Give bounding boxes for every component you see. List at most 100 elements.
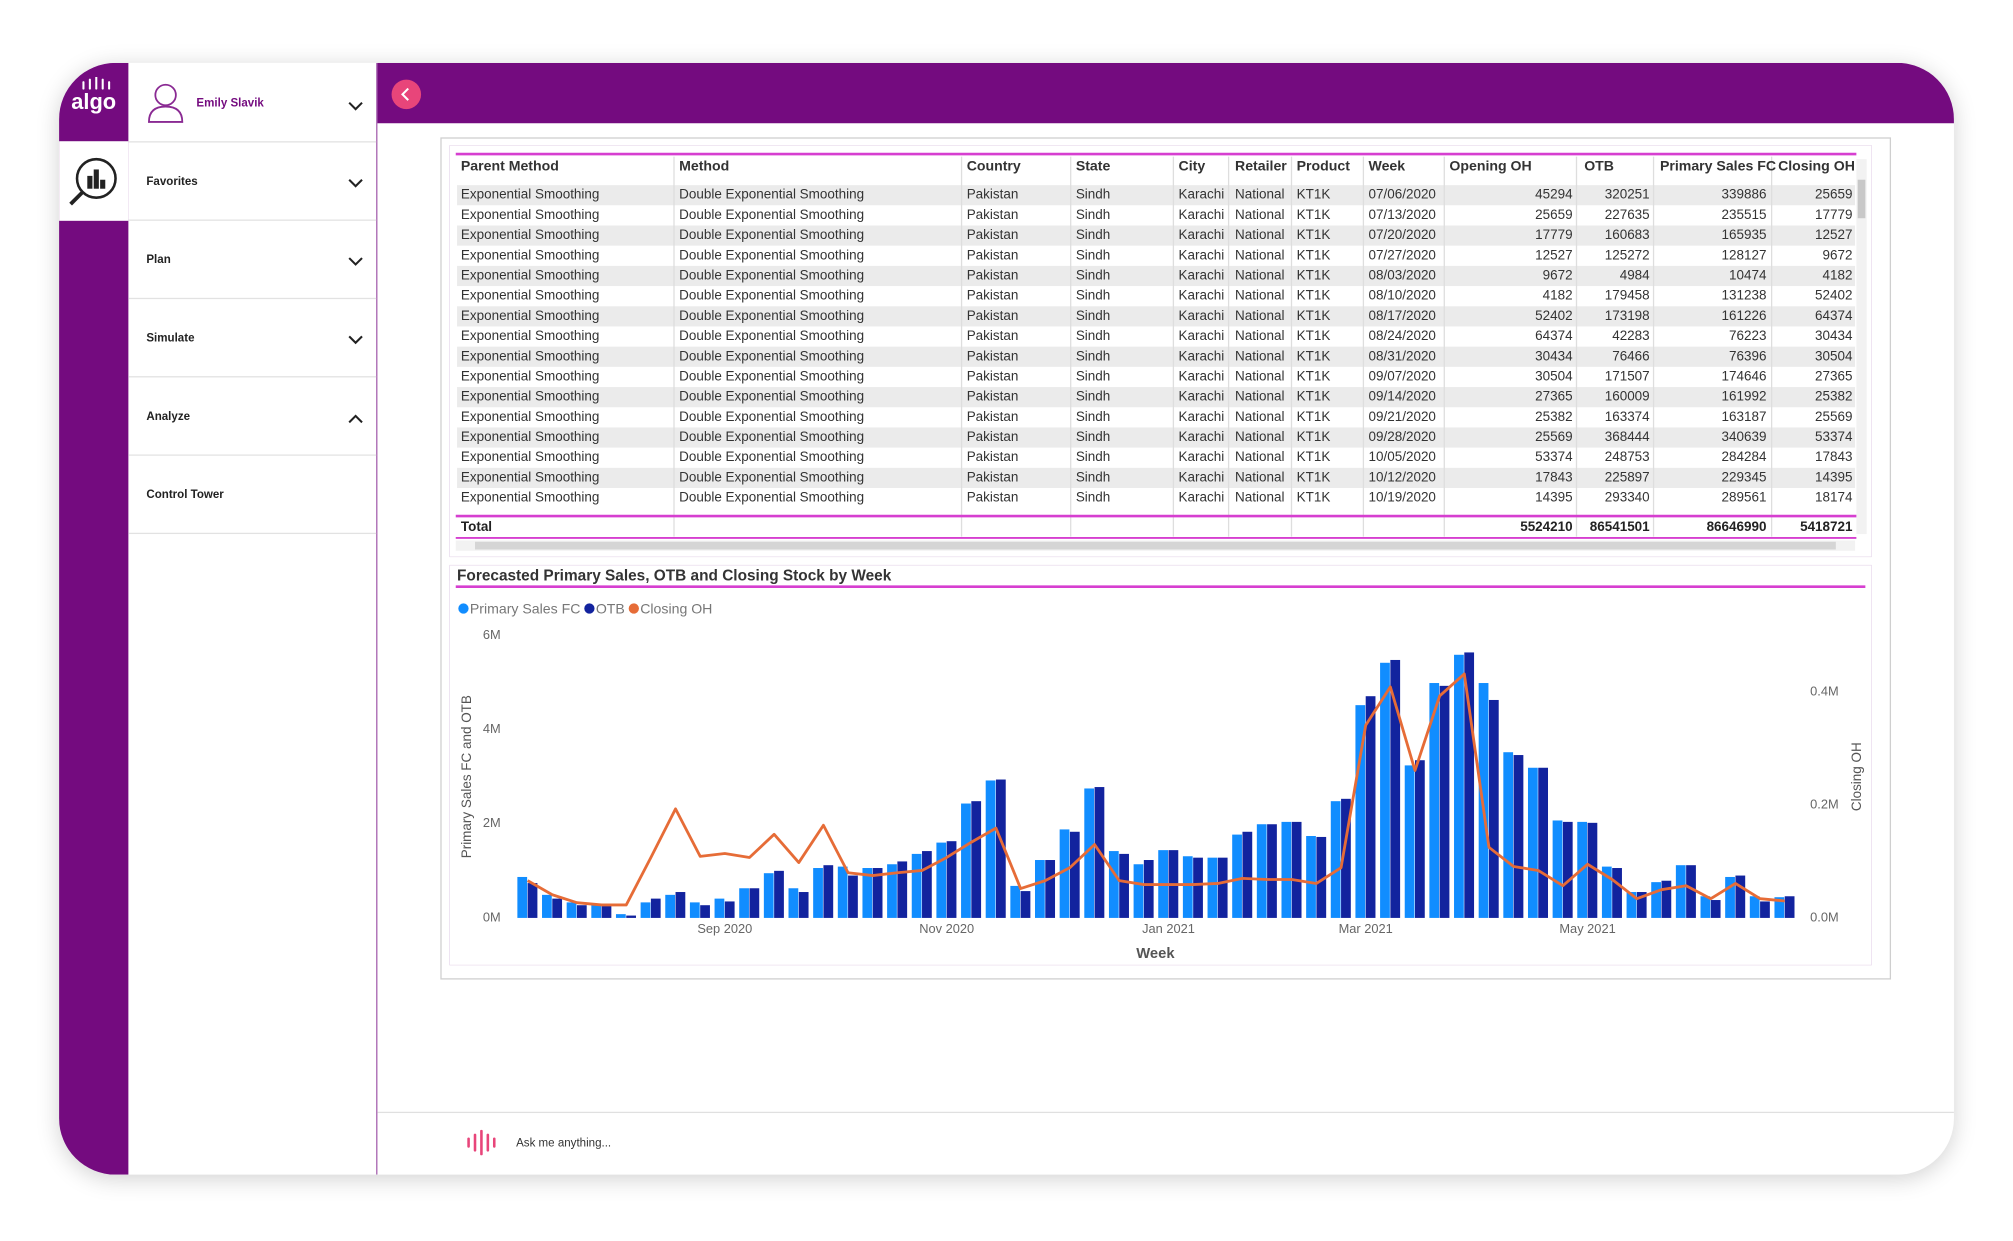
chart: Forecasted Primary Sales, OTB and Closin…: [449, 564, 1872, 966]
bar: [1316, 836, 1327, 918]
row-shade: [457, 467, 1856, 488]
bar: [1010, 885, 1021, 918]
table-cell: National: [1235, 469, 1284, 484]
bar: [1291, 821, 1302, 918]
table-cell: Sindh: [1076, 490, 1110, 505]
table-cell: 289561: [1722, 490, 1767, 505]
table-cell: Pakistan: [967, 490, 1019, 505]
column-header: Primary Sales FC: [1660, 158, 1776, 174]
bar: [517, 876, 528, 918]
y2-axis-title: Closing OH: [1849, 742, 1864, 811]
table-cell: KT1K: [1297, 449, 1331, 464]
table-cell: 30504: [1815, 348, 1853, 363]
table-cell: KT1K: [1297, 490, 1331, 505]
nav-item[interactable]: Analyze: [128, 377, 377, 456]
bar: [1675, 865, 1686, 918]
column-header: Closing OH: [1778, 158, 1855, 174]
logo[interactable]: algo: [59, 74, 128, 115]
column-header: City: [1179, 158, 1206, 174]
table-cell: 165935: [1722, 227, 1767, 242]
table-cell: Double Exponential Smoothing: [679, 328, 864, 343]
y-tick-label: 6M: [483, 627, 501, 642]
bar: [714, 898, 725, 918]
nav-item[interactable]: Plan: [128, 221, 377, 300]
bar: [837, 866, 848, 918]
table-cell: Sindh: [1076, 187, 1110, 202]
table-cell: Double Exponential Smoothing: [679, 490, 864, 505]
table-cell: 284284: [1722, 449, 1767, 464]
table-cell: 76396: [1729, 348, 1766, 363]
table-cell: National: [1235, 429, 1284, 444]
table-cell: Double Exponential Smoothing: [679, 469, 864, 484]
table-cell: Exponential Smoothing: [461, 429, 600, 444]
table-cell: 125272: [1605, 247, 1650, 262]
bar: [675, 892, 686, 918]
table-cell: Sindh: [1076, 348, 1110, 363]
bar: [1661, 880, 1672, 918]
y-tick-label: 4M: [483, 721, 501, 736]
table-cell: 25569: [1815, 409, 1852, 424]
bar: [1084, 788, 1095, 918]
table-cell: 25659: [1815, 187, 1852, 202]
chevron-line: [348, 179, 363, 188]
table-cell: 09/14/2020: [1369, 389, 1436, 404]
table-cell: 09/21/2020: [1369, 409, 1436, 424]
table-cell: 14395: [1815, 469, 1852, 484]
row-shade: [457, 387, 1856, 408]
table-cell: National: [1235, 348, 1284, 363]
table-cell: Karachi: [1179, 267, 1225, 282]
table-cell: Exponential Smoothing: [461, 328, 600, 343]
table-cell: National: [1235, 247, 1284, 262]
nav-item[interactable]: Favorites: [128, 143, 377, 221]
v-scrollbar[interactable]: [1856, 159, 1867, 535]
footer-rule: [377, 1111, 1954, 1114]
x-tick-label: May 2021: [1559, 921, 1615, 936]
bar: [911, 853, 922, 918]
table-cell: 53374: [1535, 449, 1573, 464]
table-cell: KT1K: [1297, 288, 1331, 303]
row-shade: [457, 225, 1856, 246]
logo-text: algo: [71, 89, 117, 115]
user-row[interactable]: Emily Slavik: [128, 63, 377, 143]
back-button[interactable]: [390, 78, 422, 110]
stage: algo Emily Slavik Favorites Plan Simulate A…: [59, 62, 1954, 1175]
table-cell: Double Exponential Smoothing: [679, 348, 864, 363]
ask-input[interactable]: Ask me anything...: [516, 1136, 612, 1150]
table-cell: 25382: [1815, 389, 1852, 404]
table-cell: KT1K: [1297, 187, 1331, 202]
table-cell: Karachi: [1179, 368, 1225, 383]
table-cell: KT1K: [1297, 247, 1331, 262]
table-cell: Sindh: [1076, 288, 1110, 303]
bar: [1217, 857, 1228, 918]
table-cell: Exponential Smoothing: [461, 368, 600, 383]
table-cell: Sindh: [1076, 247, 1110, 262]
table-cell: Sindh: [1076, 449, 1110, 464]
voice-icon[interactable]: [465, 1129, 504, 1156]
table-cell: KT1K: [1297, 328, 1331, 343]
table-cell: Pakistan: [967, 429, 1019, 444]
nav-label: Plan: [146, 252, 171, 266]
column-header: Week: [1369, 158, 1406, 174]
table-cell: 12527: [1815, 227, 1852, 242]
analyze-tile[interactable]: [59, 141, 129, 221]
bar: [601, 905, 612, 918]
bar: [1636, 892, 1647, 918]
bar: [946, 841, 957, 918]
table-cell: Pakistan: [967, 267, 1019, 282]
table-cell: Sindh: [1076, 389, 1110, 404]
table-cell: Sindh: [1076, 469, 1110, 484]
table-cell: National: [1235, 328, 1284, 343]
nav-item[interactable]: Simulate: [128, 299, 377, 378]
table-cell: 07/13/2020: [1369, 207, 1436, 222]
table-cell: 17779: [1535, 227, 1572, 242]
bar: [1527, 767, 1538, 918]
h-scroll-thumb[interactable]: [475, 541, 1836, 550]
table-cell: Karachi: [1179, 328, 1225, 343]
y-axis-title: Primary Sales FC and OTB: [459, 695, 474, 858]
nav-item[interactable]: Control Tower: [128, 456, 377, 535]
v-scroll-thumb[interactable]: [1857, 179, 1866, 219]
bar: [1232, 834, 1242, 918]
table-cell: Pakistan: [967, 368, 1019, 383]
table-cell: Exponential Smoothing: [461, 308, 600, 323]
bar: [1700, 896, 1711, 918]
